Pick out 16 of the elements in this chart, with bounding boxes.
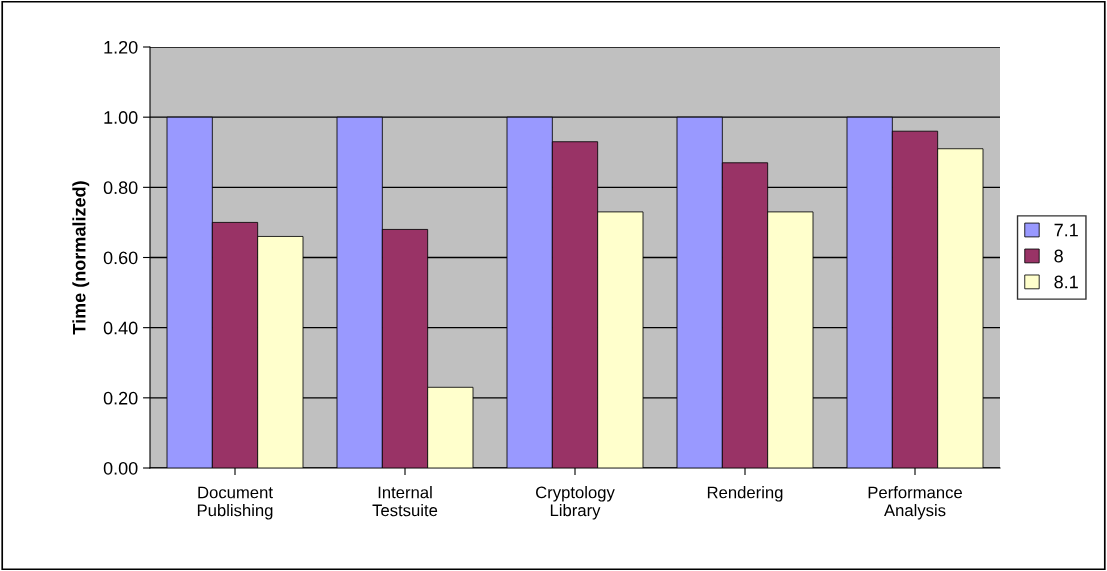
y-tick-label: 0.40 bbox=[103, 321, 138, 335]
y-tick-label: 0.00 bbox=[103, 461, 138, 475]
legend-label: 8 bbox=[1054, 249, 1063, 263]
x-tick-label: Performance Analysis bbox=[868, 486, 962, 520]
y-tick-label: 1.00 bbox=[104, 111, 138, 124]
legend-label: 8.1 bbox=[1054, 275, 1078, 289]
y-tick-label: 0.60 bbox=[103, 251, 138, 265]
y-axis-title: Time (normalized) bbox=[72, 181, 90, 335]
x-tick-label: Cryptology Library bbox=[536, 486, 615, 520]
y-tick-label: 1.20 bbox=[104, 40, 138, 54]
x-tick-label: Document Publishing bbox=[197, 486, 273, 520]
y-tick-label: 0.20 bbox=[103, 391, 138, 405]
legend-label: 7.1 bbox=[1054, 223, 1078, 237]
x-tick-label: Rendering bbox=[707, 486, 783, 502]
y-tick-label: 0.80 bbox=[103, 181, 138, 195]
x-tick-label: Internal Testsuite bbox=[372, 486, 438, 517]
